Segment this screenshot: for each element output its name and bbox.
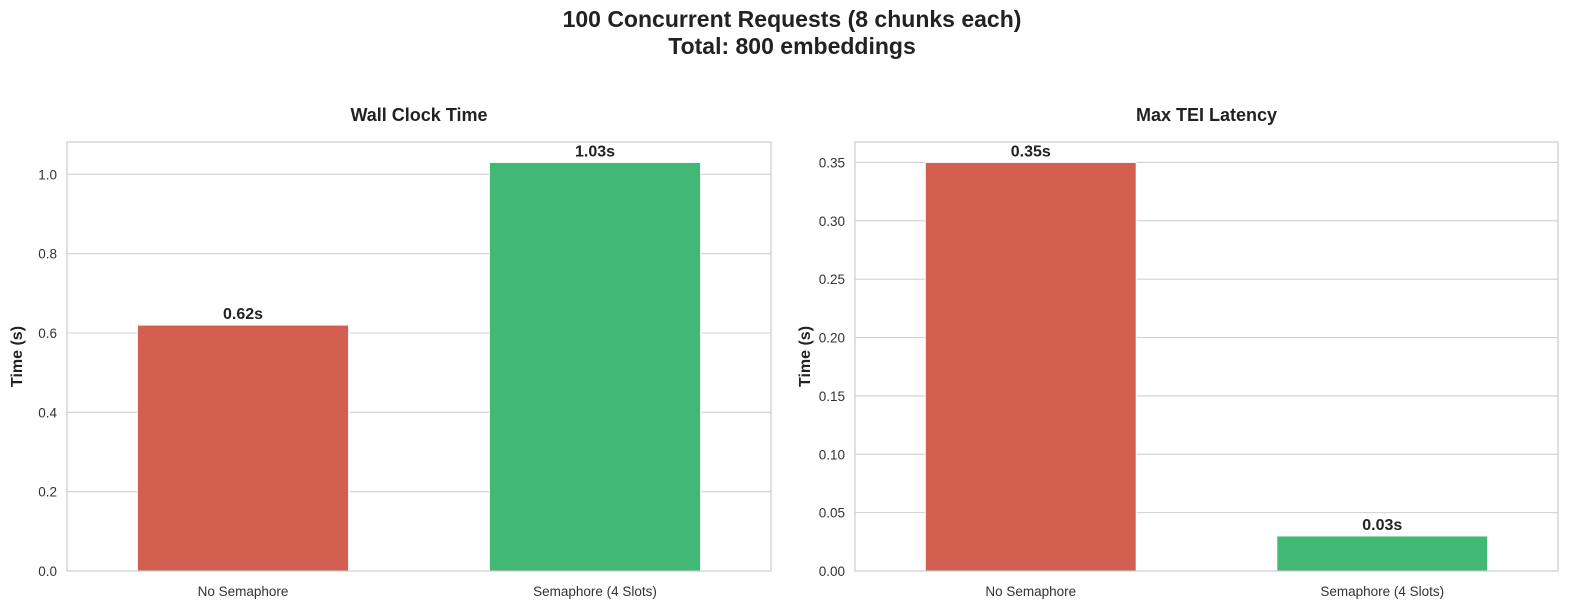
y-tick-label: 0.6: [38, 326, 57, 341]
y-tick-label: 0.4: [38, 405, 57, 420]
bar-value-label: 1.03s: [575, 143, 615, 160]
y-tick-label: 0.05: [819, 506, 845, 521]
bar: [924, 161, 1137, 572]
chart-panel-2: 0.00 0.05 0.10 0.15 0.20 0.25 0.30 0.35 0.35s No …: [797, 105, 1559, 599]
y-tick-label: 0.15: [819, 389, 845, 404]
figure-title: 100 Concurrent Requests (8 chunks each) …: [0, 6, 1584, 60]
bar-value-label: 0.62s: [223, 306, 263, 323]
y-axis-label: Time (s): [797, 326, 814, 387]
y-tick-label: 0.30: [819, 214, 845, 229]
bar-value-label: 0.35s: [1011, 143, 1051, 160]
y-tick-label: 0.2: [38, 485, 57, 500]
x-tick-label: Semaphore (4 Slots): [533, 584, 657, 599]
plot-frame: [66, 141, 772, 572]
chart-title: Max TEI Latency: [1136, 105, 1277, 125]
y-tick-label: 1.0: [38, 167, 57, 182]
y-axis-label: Time (s): [9, 326, 26, 387]
bar: [1276, 535, 1489, 572]
y-tick-label: 0.00: [819, 564, 845, 579]
y-tick-label: 0.20: [819, 331, 845, 346]
y-tick-label: 0.25: [819, 272, 845, 287]
y-tick-label: 0.0: [38, 564, 57, 579]
x-tick-label: No Semaphore: [198, 584, 289, 599]
bar: [488, 161, 702, 572]
chart-panel-1: 0.0 0.2 0.4 0.6 0.8 1.0 0.62s No Semaphore 1.03s…: [9, 105, 772, 599]
y-tick-label: 0.8: [38, 247, 57, 262]
plot-frame: [854, 141, 1559, 572]
x-tick-label: Semaphore (4 Slots): [1320, 584, 1444, 599]
y-tick-label: 0.35: [819, 155, 845, 170]
bar: [136, 324, 350, 572]
chart-title: Wall Clock Time: [350, 105, 487, 125]
figure-title-line-2: Total: 800 embeddings: [668, 33, 916, 59]
figure-title-line-1: 100 Concurrent Requests (8 chunks each): [562, 6, 1022, 32]
x-tick-label: No Semaphore: [985, 584, 1076, 599]
bar-value-label: 0.03s: [1362, 517, 1402, 534]
y-tick-label: 0.10: [819, 447, 845, 462]
